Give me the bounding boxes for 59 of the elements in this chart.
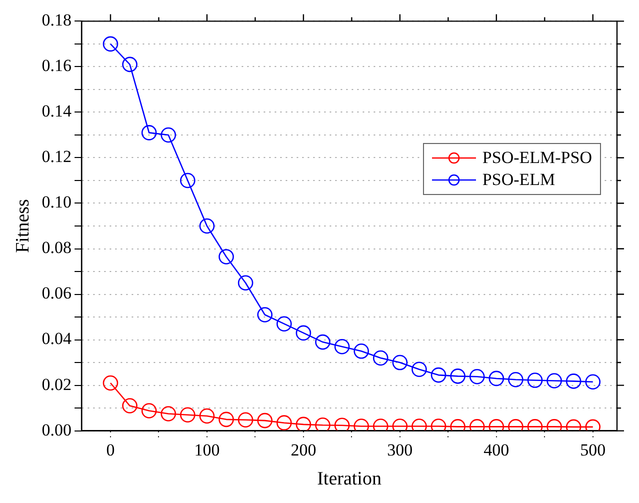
point [469, 368, 485, 384]
point [122, 56, 138, 72]
point [488, 370, 504, 386]
point [276, 415, 292, 430]
point [257, 307, 273, 322]
point [180, 407, 196, 423]
point [218, 249, 234, 264]
point [354, 344, 369, 359]
point [296, 325, 312, 341]
point [199, 218, 215, 234]
text: 0.00 [42, 420, 72, 440]
point [412, 362, 427, 378]
y-tick-label: 0.02 [42, 374, 72, 394]
point [257, 412, 273, 428]
point [527, 372, 543, 388]
point [238, 412, 254, 428]
x-axis-title: Iteration [317, 468, 382, 490]
x-tick-label: 100 [194, 440, 220, 460]
y-tick-label: 0.10 [42, 192, 72, 212]
point [315, 334, 330, 350]
point [141, 125, 157, 140]
y-tick-label: 0.14 [42, 102, 72, 121]
legend-label: PSO-ELM [482, 169, 556, 191]
point [180, 172, 196, 188]
x-tick-label: 300 [387, 440, 413, 460]
point [296, 416, 312, 431]
y-axis-title: Fitness [12, 199, 34, 253]
point [334, 338, 350, 354]
point [546, 373, 562, 388]
y-tick-label: 0.12 [42, 147, 72, 166]
x-tick-label: 500 [580, 440, 606, 460]
point [450, 368, 466, 384]
point [102, 375, 118, 391]
point [585, 374, 601, 390]
point [238, 275, 254, 291]
y-tick-label: 0.06 [42, 284, 72, 303]
legend-label: PSO-ELM-PSO [482, 147, 592, 169]
point [430, 367, 446, 383]
point [160, 406, 176, 422]
y-tick-label: 0.16 [42, 56, 72, 76]
x-tick-label: 200 [290, 440, 316, 460]
point [199, 408, 215, 424]
point [276, 316, 292, 332]
point [315, 417, 330, 431]
point [141, 403, 157, 418]
y-tick-label: 0.04 [42, 329, 72, 348]
y-tick-label: 0.08 [42, 238, 72, 258]
y-tick-label: 0.18 [42, 10, 72, 30]
point [334, 418, 350, 431]
point [508, 372, 524, 388]
point [102, 36, 118, 52]
x-tick-label: 400 [484, 440, 510, 460]
x-tick-label: 0 [106, 440, 115, 460]
point [566, 374, 582, 389]
point [392, 354, 408, 370]
point [160, 127, 176, 143]
point [218, 412, 234, 428]
point [122, 398, 138, 414]
point [372, 350, 388, 366]
